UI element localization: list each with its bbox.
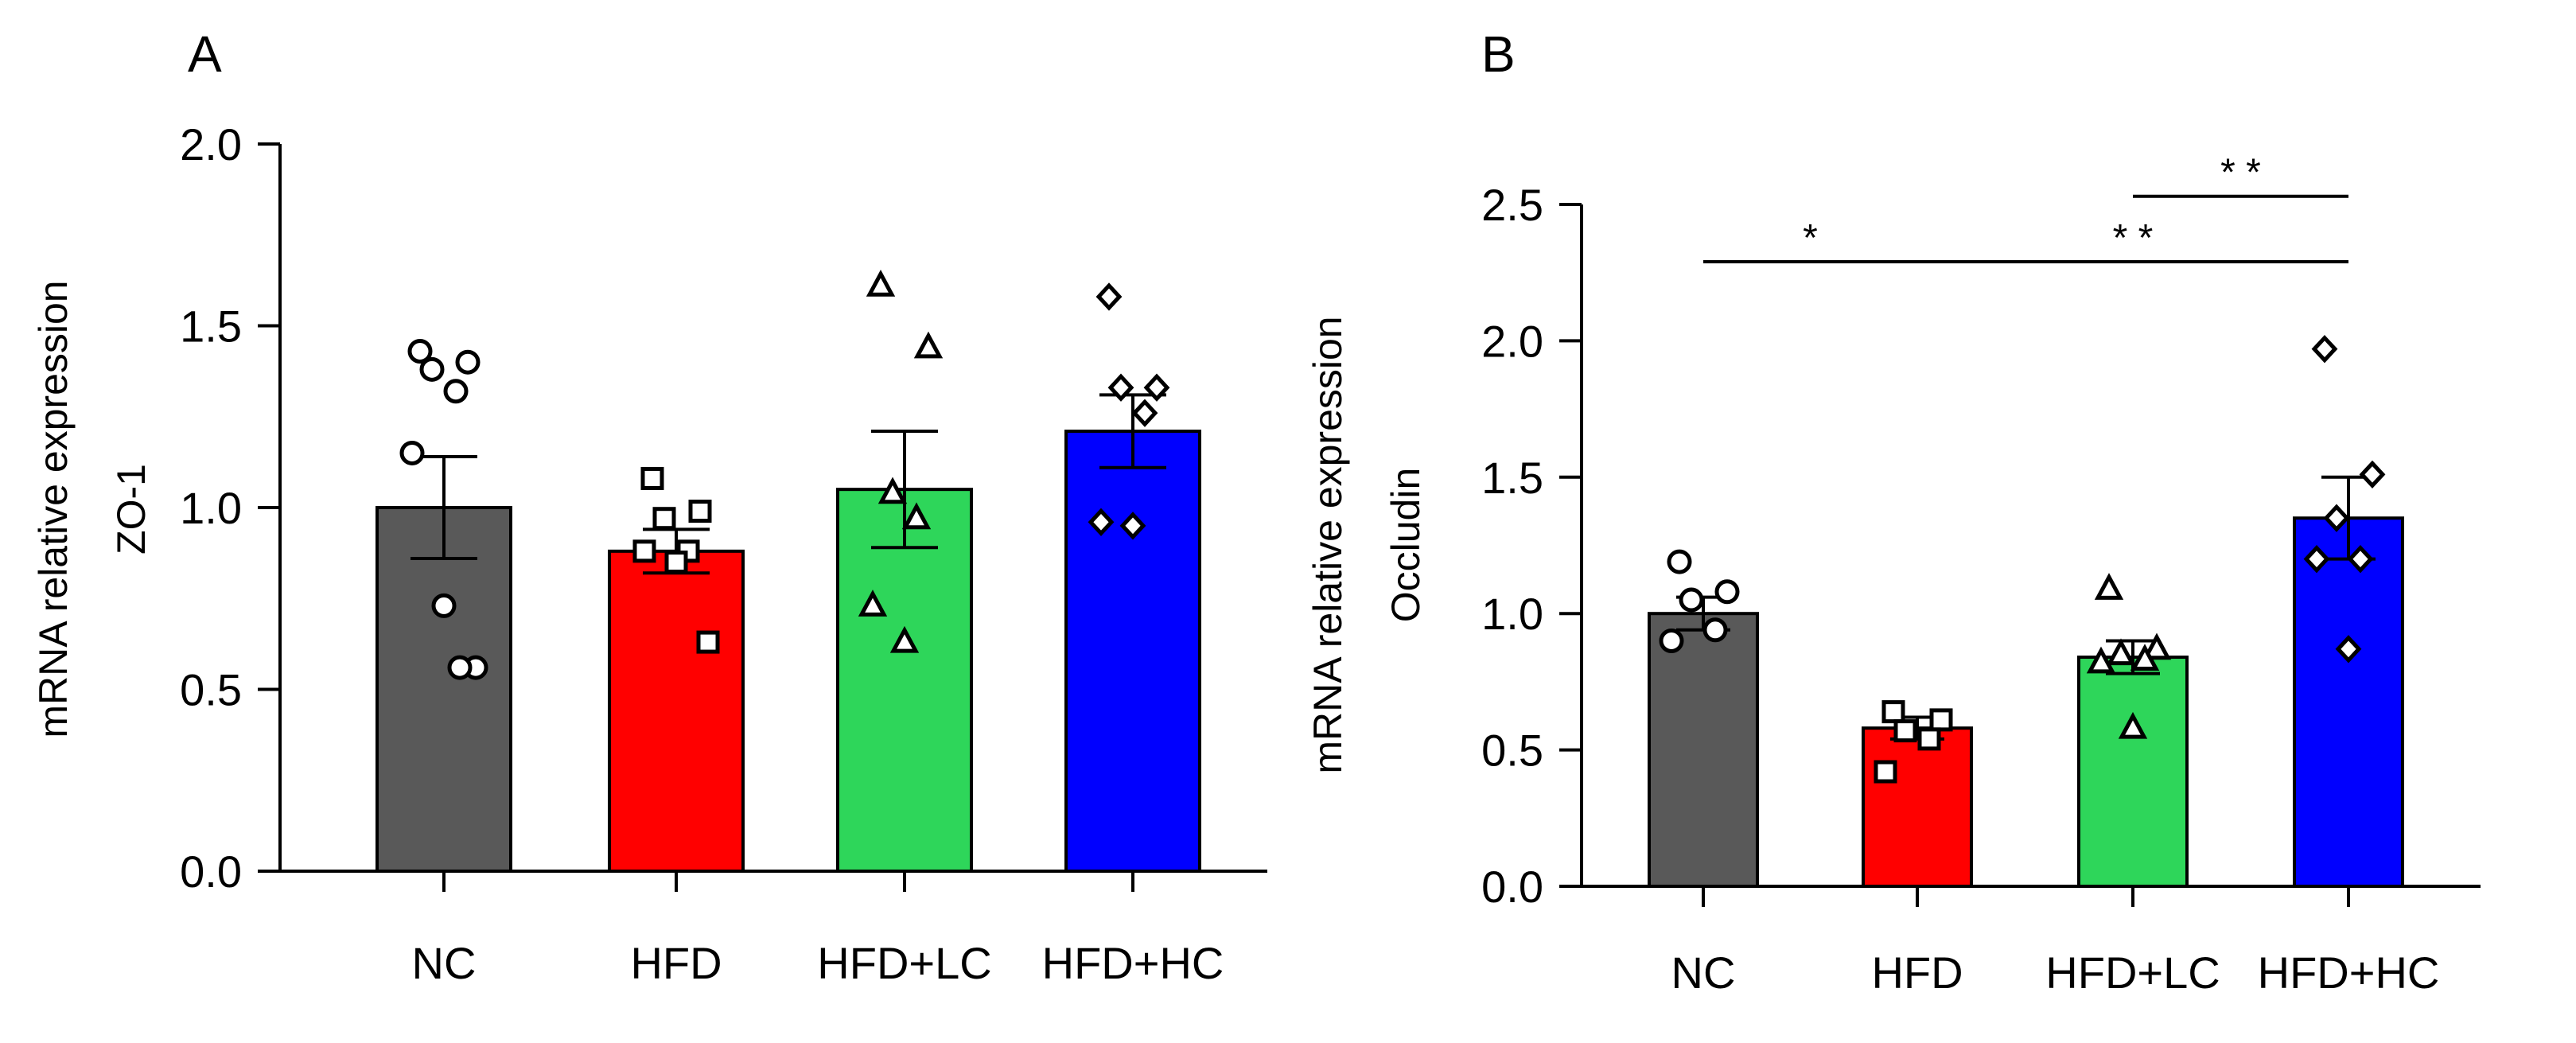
panel-a-data-point [640, 466, 664, 490]
panel-a-data-point [688, 500, 712, 523]
panel-a-data-point [443, 379, 469, 404]
panel-b-significance-label: * * [2220, 152, 2261, 194]
panel-a-y-tick-label: 2.0 [180, 119, 242, 169]
panel-b-significance-label: * [1803, 217, 1818, 259]
panel-a-y-axis-sublabel: ZO-1 [109, 464, 154, 555]
panel-a-data-point [1088, 508, 1115, 536]
panel-a-data-point [1107, 373, 1134, 402]
panel-a-data-point [431, 593, 457, 618]
panel-a-bar-2 [608, 549, 745, 874]
panel-b-data-point [2303, 544, 2330, 574]
panel-b-bar-2 [1862, 726, 1973, 889]
panel-b-data-point [1714, 579, 1740, 605]
panel-a-data-point [696, 630, 720, 654]
panel-b-data-point [1702, 617, 1728, 643]
panel-a-bar-1 [376, 506, 512, 873]
panel-a-label: A [188, 25, 222, 83]
panel-b-data-point [2323, 504, 2350, 532]
panel-b-data-point [2335, 635, 2362, 664]
panel-b-y-tick-label: 0.5 [1481, 726, 1543, 776]
panel-b-x-tick-label: NC [1671, 948, 1736, 998]
panel-a-data-point [1143, 373, 1170, 402]
panel-a-x-tick-label: NC [412, 938, 477, 988]
panel-a-data-point [858, 590, 888, 617]
panel-a-x-tick-label: HFD+HC [1042, 938, 1224, 988]
panel-b-data-point [2142, 632, 2172, 660]
panel-b-data-point [1917, 727, 1941, 751]
panel-a-data-point [419, 356, 445, 382]
panel-b-x-tick-label: HFD+HC [2258, 948, 2440, 998]
panel-b-data-point [2130, 644, 2160, 671]
panel-b-data-point [2086, 646, 2116, 674]
panel-b-data-point [2106, 638, 2136, 666]
panel-a-data-point [889, 625, 920, 653]
panel-b-data-point [2359, 460, 2386, 489]
panel-b-y-axis-sublabel: Occludin [1383, 468, 1428, 623]
panel-b-data-point [1679, 587, 1704, 613]
panel-b-y-tick-label: 1.0 [1481, 589, 1543, 639]
panel-b-y-tick-label: 1.5 [1481, 453, 1543, 503]
panel-a-y-tick-label: 1.0 [180, 483, 242, 533]
panel-a-data-point [664, 551, 688, 574]
panel-b-data-point [2311, 335, 2338, 364]
panel-b-x-tick-label: HFD+LC [2045, 948, 2220, 998]
panel-a-y-tick-label: 1.5 [180, 302, 242, 352]
panel-b-label: B [1481, 25, 1516, 83]
panel-a-y-tick-label: 0.0 [180, 846, 242, 897]
chart-panel-b: 0.0 0.5 1.0 1.5 2.0 2.5 mRNA relative expressi… [1306, 152, 2481, 998]
panel-a-data-point [866, 269, 896, 297]
panel-a-data-point [447, 655, 473, 680]
panel-b-data-point [2347, 544, 2374, 574]
panel-b-bar-3 [2077, 656, 2189, 888]
panel-b-y-axis-label: mRNA relative expression [1306, 316, 1350, 773]
panel-b-y-tick-label: 0.0 [1481, 862, 1543, 912]
panel-a-x-tick-label: HFD [630, 938, 722, 988]
panel-a-data-point [877, 477, 908, 504]
panel-b-bar-4 [2293, 516, 2404, 888]
panel-b-data-point [1874, 760, 1897, 784]
panel-a-y-axis-label: mRNA relative expression [31, 280, 76, 737]
chart-panel-a: 0.0 0.5 1.0 1.5 2.0 mRNA relative expression Z… [31, 119, 1267, 988]
panel-b-x-tick-label: HFD [1871, 948, 1963, 998]
panel-b-data-point [1881, 700, 1905, 724]
panel-a-data-point [399, 440, 425, 465]
panel-a-data-point [913, 331, 944, 359]
panel-b-y-tick-label: 2.0 [1481, 316, 1543, 366]
panel-b-data-point [2094, 573, 2124, 600]
panel-b-data-point [1929, 708, 1953, 732]
panel-a-bar-3 [836, 488, 973, 874]
panel-a-x-tick-label: HFD+LC [817, 938, 991, 988]
panel-a-data-point [632, 539, 656, 563]
panel-a-y-tick-label: 0.5 [180, 665, 242, 715]
panel-a-data-point [407, 338, 433, 364]
panel-a-data-point [901, 502, 932, 530]
panel-b-data-point [2118, 711, 2148, 739]
panel-b-data-point [1659, 628, 1684, 653]
panel-a-data-point [1131, 399, 1158, 427]
panel-a-data-point [652, 507, 676, 531]
panel-a-data-point [1119, 512, 1146, 540]
panel-b-y-tick-label: 2.5 [1481, 180, 1543, 230]
panel-b-significance-label: * * [2113, 217, 2154, 259]
panel-b-data-point [1893, 719, 1917, 743]
panel-b-bar-1 [1648, 612, 1759, 888]
panel-a-data-point [455, 349, 481, 375]
panel-a-data-point [1095, 282, 1123, 311]
panel-a-bar-4 [1064, 430, 1201, 873]
panel-b-data-point [1667, 549, 1692, 574]
